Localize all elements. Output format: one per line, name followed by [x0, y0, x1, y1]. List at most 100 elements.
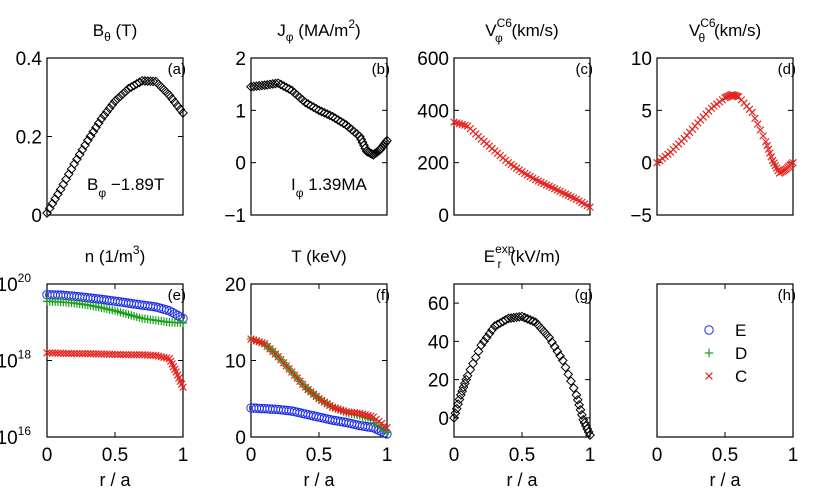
- ytick-label-g: 0: [438, 409, 449, 430]
- data-point: [453, 399, 463, 410]
- panel-tag-h: (h): [778, 287, 796, 304]
- data-point: [161, 87, 172, 98]
- xtick-label-e: 1: [178, 445, 189, 466]
- data-point: [145, 76, 156, 87]
- data-point: [256, 80, 267, 91]
- data-point: [481, 332, 492, 343]
- data-point: [732, 92, 740, 100]
- data-point: [327, 111, 338, 122]
- data-point: [85, 131, 96, 142]
- data-point: [300, 97, 311, 108]
- data-point: [468, 358, 478, 369]
- ytick-label-g: 20: [428, 371, 449, 392]
- ytick-label-e: 1016: [0, 424, 31, 449]
- data-point: [525, 315, 536, 325]
- data-point: [517, 311, 527, 322]
- data-point: [729, 91, 737, 99]
- data-point: [267, 79, 278, 89]
- panel-title-c: VC6 φ (km/s): [485, 16, 558, 45]
- data-point: [72, 154, 82, 165]
- ytick-label-d: 10: [631, 49, 652, 70]
- data-point: [511, 312, 522, 323]
- ytick-label-e: 1018: [0, 348, 31, 373]
- data-point: [459, 378, 470, 389]
- data-point: [132, 350, 141, 359]
- panel-c: VC6 φ (km/s) (c) 0 200 400 600: [417, 16, 594, 227]
- data-point: [134, 77, 145, 88]
- ytick-label-c: 600: [417, 49, 449, 70]
- panel-title-d: VC6 θ (km/s): [689, 16, 761, 45]
- data-point: [457, 386, 468, 397]
- data-point: [324, 110, 335, 121]
- data-point: [303, 99, 314, 109]
- legend-marker: [704, 325, 714, 335]
- panel-tag-c: (c): [576, 61, 594, 78]
- ytick-label-b: −1: [224, 206, 246, 227]
- data-point: [178, 318, 188, 328]
- data-point: [75, 349, 84, 358]
- data-point: [461, 374, 472, 385]
- data-point: [81, 349, 89, 358]
- ytick-label-e: 1020: [0, 271, 31, 296]
- data-point: [281, 82, 292, 93]
- data-point: [366, 412, 375, 421]
- data-point: [382, 135, 392, 146]
- data-point: [42, 208, 52, 218]
- xtick-label-h: 0.5: [712, 445, 738, 466]
- data-point: [305, 100, 316, 111]
- data-point: [519, 312, 530, 323]
- data-point: [549, 341, 560, 352]
- data-point: [175, 104, 186, 115]
- annotation-b: Iφ 1.39MA: [291, 175, 367, 200]
- data-point: [99, 110, 110, 121]
- data-point: [112, 93, 123, 104]
- data-point: [107, 99, 118, 110]
- ytick-label-b: 2: [235, 49, 246, 70]
- xtick-label-f: 0.5: [306, 445, 332, 466]
- data-point: [470, 352, 481, 363]
- series-c-V_phi_C6: [450, 118, 594, 211]
- data-point: [575, 404, 586, 415]
- ytick-label-d: 0: [641, 154, 652, 175]
- panel-tag-d: (d): [778, 61, 796, 78]
- series-b-J_phi: [246, 78, 392, 160]
- data-point: [476, 340, 487, 351]
- data-point: [560, 362, 571, 373]
- ytick-label-c: 200: [417, 154, 449, 175]
- ytick-label-d: 5: [641, 101, 652, 122]
- xtick-label-h: 0: [652, 445, 663, 466]
- data-point: [130, 350, 138, 359]
- panel-b: Jφ (MA/m2) (b) −1 0 1 2 Iφ 1.39MA: [224, 17, 392, 227]
- data-point: [77, 144, 88, 155]
- data-point: [356, 409, 364, 418]
- series-d-V_theta_C6: [653, 90, 797, 177]
- data-point: [571, 390, 582, 400]
- data-point: [142, 76, 153, 86]
- ytick-label-c: 400: [417, 101, 449, 122]
- data-point: [458, 120, 466, 129]
- data-point: [167, 307, 177, 318]
- data-point: [759, 132, 767, 140]
- data-point: [330, 113, 341, 124]
- data-point: [458, 382, 469, 393]
- xtick-label-g: 0.5: [509, 445, 535, 466]
- data-point: [452, 119, 461, 127]
- ytick-label-a: 0: [31, 206, 42, 227]
- axes-frame-c: [453, 57, 591, 216]
- data-point: [93, 118, 104, 129]
- data-point: [150, 76, 161, 87]
- data-point: [80, 140, 90, 151]
- data-point: [586, 203, 594, 211]
- data-point: [52, 189, 63, 200]
- axes-frame-h: [656, 283, 794, 438]
- panel-tag-g: (g): [575, 287, 593, 304]
- ytick-label-f: 10: [225, 352, 246, 373]
- data-point: [178, 108, 188, 118]
- data-point: [47, 198, 58, 209]
- data-point: [91, 122, 101, 133]
- axes-frame-d: [656, 57, 794, 216]
- data-point: [753, 120, 762, 128]
- data-point: [527, 316, 538, 327]
- data-point: [74, 149, 85, 160]
- data-point: [104, 103, 115, 114]
